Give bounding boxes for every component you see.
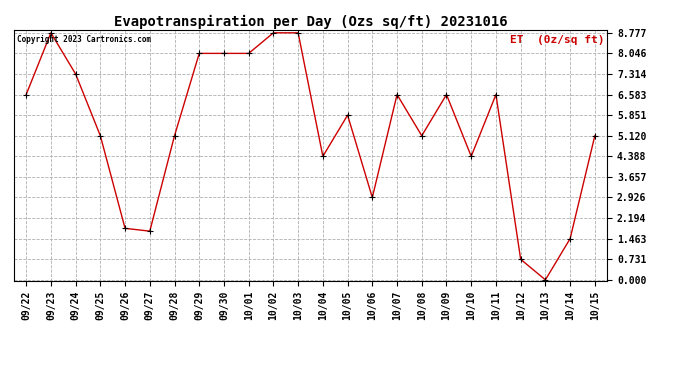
Text: ET  (0z/sq ft): ET (0z/sq ft) — [510, 35, 604, 45]
Text: Copyright 2023 Cartronics.com: Copyright 2023 Cartronics.com — [17, 35, 151, 44]
Title: Evapotranspiration per Day (Ozs sq/ft) 20231016: Evapotranspiration per Day (Ozs sq/ft) 2… — [114, 15, 507, 29]
